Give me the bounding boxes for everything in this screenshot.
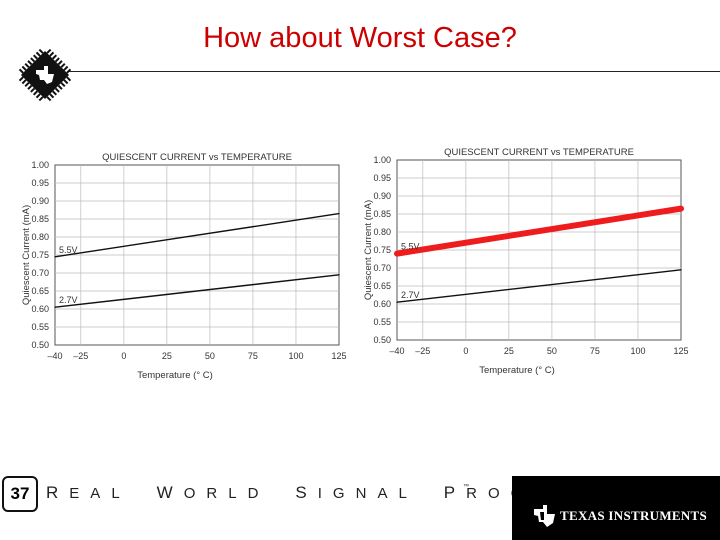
y-axis-label: Quiescent Current (mA)	[363, 200, 374, 300]
y-tick-label: 0.95	[31, 178, 49, 188]
x-tick-label: 75	[590, 346, 600, 356]
x-tick-label: 125	[331, 351, 346, 361]
series-label: 5.5V	[59, 245, 78, 255]
x-tick-label: 0	[463, 346, 468, 356]
series-line-5-5V	[54, 212, 340, 258]
y-tick-label: 1.00	[373, 155, 391, 165]
y-tick-label: 0.60	[373, 299, 391, 309]
y-tick-label: 0.90	[31, 196, 49, 206]
y-tick-label: 0.85	[31, 214, 49, 224]
y-tick-label: 0.55	[31, 322, 49, 332]
series-line-2-7V	[54, 274, 340, 308]
series-line-5-5V	[394, 205, 684, 257]
slide-number: 37	[2, 476, 38, 512]
trademark: ™	[463, 484, 469, 490]
y-tick-label: 1.00	[31, 160, 49, 170]
y-tick-label: 0.50	[373, 335, 391, 345]
x-tick-label: –25	[415, 346, 430, 356]
x-tick-label: 25	[162, 351, 172, 361]
chart-title: QUIESCENT CURRENT vs TEMPERATURE	[102, 152, 292, 163]
y-axis-label: Quiescent Current (mA)	[21, 205, 32, 305]
x-tick-label: –40	[389, 346, 404, 356]
x-tick-label: 50	[547, 346, 557, 356]
x-tick-label: 100	[288, 351, 303, 361]
chart-title: QUIESCENT CURRENT vs TEMPERATURE	[444, 147, 634, 158]
y-tick-label: 0.90	[373, 191, 391, 201]
y-tick-label: 0.70	[31, 268, 49, 278]
y-tick-label: 0.70	[373, 263, 391, 273]
x-tick-label: –25	[73, 351, 88, 361]
x-tick-label: 75	[248, 351, 258, 361]
series-line-2-7V	[396, 269, 682, 303]
x-tick-label: 0	[121, 351, 126, 361]
ti-corner-logo-icon	[18, 48, 72, 102]
y-tick-label: 0.95	[373, 173, 391, 183]
ti-logo-icon	[534, 505, 555, 527]
y-tick-label: 0.65	[31, 286, 49, 296]
series-label: 2.7V	[59, 295, 78, 305]
x-tick-label: 100	[630, 346, 645, 356]
y-tick-label: 0.60	[31, 304, 49, 314]
x-tick-label: 50	[205, 351, 215, 361]
series-label: 2.7V	[401, 290, 420, 300]
title-rule	[68, 71, 720, 72]
y-tick-label: 0.55	[373, 317, 391, 327]
x-axis-label: Temperature (° C)	[479, 365, 555, 376]
series-label: 5.5V	[401, 242, 420, 252]
slide-title: How about Worst Case?	[203, 22, 517, 54]
x-tick-label: –40	[47, 351, 62, 361]
chart-left: QUIESCENT CURRENT vs TEMPERATURE 0.50 0.55…	[21, 152, 347, 381]
y-tick-label: 0.65	[373, 281, 391, 291]
y-tick-label: 0.85	[373, 209, 391, 219]
y-tick-label: 0.80	[373, 227, 391, 237]
y-tick-label: 0.80	[31, 232, 49, 242]
y-tick-label: 0.75	[31, 250, 49, 260]
x-tick-label: 25	[504, 346, 514, 356]
chart-right: QUIESCENT CURRENT vs TEMPERATURE 0.50 0.55…	[363, 147, 689, 376]
x-axis-label: Temperature (° C)	[137, 370, 213, 381]
y-tick-label: 0.75	[373, 245, 391, 255]
brand-name: TEXAS INSTRUMENTS	[560, 508, 708, 523]
y-tick-label: 0.50	[31, 340, 49, 350]
x-tick-label: 125	[673, 346, 688, 356]
